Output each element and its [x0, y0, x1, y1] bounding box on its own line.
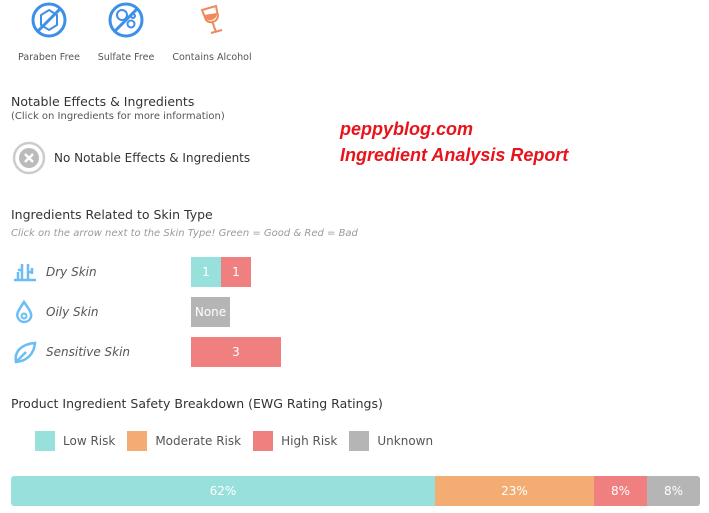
watermark-site: peppyblog.com: [340, 119, 474, 139]
skin-row-dry[interactable]: Dry Skin: [12, 257, 97, 287]
no-paraben-icon: [31, 2, 67, 38]
badge-contains-alcohol: Contains Alcohol: [167, 2, 257, 63]
notable-title: Notable Effects & Ingredients: [11, 94, 195, 109]
legend-high-risk: High Risk: [253, 431, 337, 451]
notable-empty: No Notable Effects & Ingredients: [12, 141, 250, 175]
oily-skin-bar[interactable]: None: [191, 297, 230, 327]
bad-count[interactable]: 1: [221, 257, 251, 287]
skin-row-sensitive[interactable]: Sensitive Skin: [12, 337, 130, 367]
segment-high-risk[interactable]: 8%: [594, 476, 647, 506]
sensitive-skin-bar[interactable]: 3: [191, 337, 281, 367]
safety-legend: Low Risk Moderate Risk High Risk Unknown: [35, 431, 445, 451]
close-circle-icon: [12, 141, 46, 175]
dry-skin-icon: [14, 264, 36, 282]
segment-low-risk[interactable]: 62%: [11, 476, 435, 506]
safety-breakdown-bar: 62% 23% 8% 8%: [11, 476, 700, 506]
legend-unknown: Unknown: [349, 431, 433, 451]
sensitive-skin-icon: [14, 341, 37, 364]
segment-moderate-risk[interactable]: 23%: [435, 476, 594, 506]
segment-unknown[interactable]: 8%: [647, 476, 700, 506]
notable-subtitle: (Click on Ingredients for more informati…: [11, 111, 225, 122]
none-count[interactable]: None: [191, 297, 230, 327]
safety-title: Product Ingredient Safety Breakdown (EWG…: [11, 396, 383, 411]
bad-count[interactable]: 3: [191, 337, 281, 367]
watermark-title: Ingredient Analysis Report: [340, 145, 569, 165]
dry-skin-bar[interactable]: 1 1: [191, 257, 251, 287]
badge-paraben-free: Paraben Free: [4, 2, 94, 63]
skin-title: Ingredients Related to Skin Type: [11, 207, 213, 222]
wine-glass-icon: [200, 4, 223, 34]
badge-sulfate-free: Sulfate Free: [81, 2, 171, 63]
oily-skin-icon: [16, 299, 33, 324]
legend-moderate-risk: Moderate Risk: [127, 431, 241, 451]
skin-note: Click on the arrow next to the Skin Type…: [11, 228, 358, 239]
good-count[interactable]: 1: [191, 257, 221, 287]
no-sulfate-icon: [108, 2, 144, 38]
skin-row-oily[interactable]: Oily Skin: [12, 297, 99, 327]
legend-low-risk: Low Risk: [35, 431, 115, 451]
